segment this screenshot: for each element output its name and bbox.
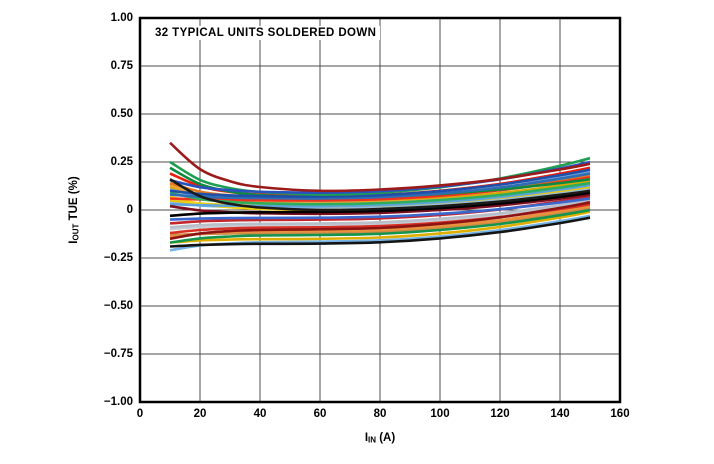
- curve-unit-27: [169, 156, 591, 196]
- x-tick-label: 140: [550, 408, 570, 420]
- x-axis-label-main: I: [364, 432, 369, 444]
- y-tick-label: 0: [126, 204, 133, 216]
- curve-unit-20: [169, 201, 591, 241]
- curve-unit-24: [169, 172, 591, 200]
- x-tick-label: 60: [313, 408, 327, 420]
- x-axis-label: IIN (A): [280, 432, 480, 445]
- x-tick-label: 0: [136, 408, 144, 420]
- curve-unit-25: [169, 197, 591, 221]
- x-tick-label: 100: [430, 408, 450, 420]
- curve-unit-31: [169, 191, 591, 218]
- curve-unit-29: [169, 141, 591, 193]
- x-tick-label: 80: [373, 408, 387, 420]
- curve-unit-6: [169, 210, 591, 244]
- y-tick-label: −0.75: [103, 348, 133, 360]
- curve-unit-26: [169, 168, 591, 198]
- y-axis-label-main: I: [68, 240, 80, 244]
- curve-unit-2: [169, 199, 591, 229]
- y-tick-label: −0.25: [103, 252, 133, 264]
- y-tick-label: 0.25: [110, 156, 133, 168]
- x-tick-label: 160: [610, 408, 630, 420]
- curve-unit-19: [169, 193, 591, 216]
- y-tick-label: −1.00: [103, 396, 133, 408]
- x-axis-label-sub: IN: [368, 435, 377, 445]
- y-tick-label: 0.50: [110, 108, 133, 120]
- curve-unit-12: [169, 183, 591, 208]
- curve-unit-32: [169, 178, 591, 212]
- x-tick-label: 120: [490, 408, 510, 420]
- plot-frame: [138, 16, 622, 404]
- chart-title: 32 TYPICAL UNITS SOLDERED DOWN: [153, 26, 381, 40]
- x-axis-label-rest: (A): [376, 432, 396, 444]
- y-axis-label-sub: OUT: [71, 223, 81, 241]
- y-tick-label: −0.50: [103, 300, 133, 312]
- y-tick-label: 0.75: [110, 60, 133, 72]
- curve-unit-23: [169, 208, 591, 244]
- y-tick-label: 1.00: [110, 12, 133, 24]
- x-tick-label: 20: [193, 408, 207, 420]
- x-tick-label: 40: [253, 408, 267, 420]
- curve-unit-30: [169, 216, 591, 248]
